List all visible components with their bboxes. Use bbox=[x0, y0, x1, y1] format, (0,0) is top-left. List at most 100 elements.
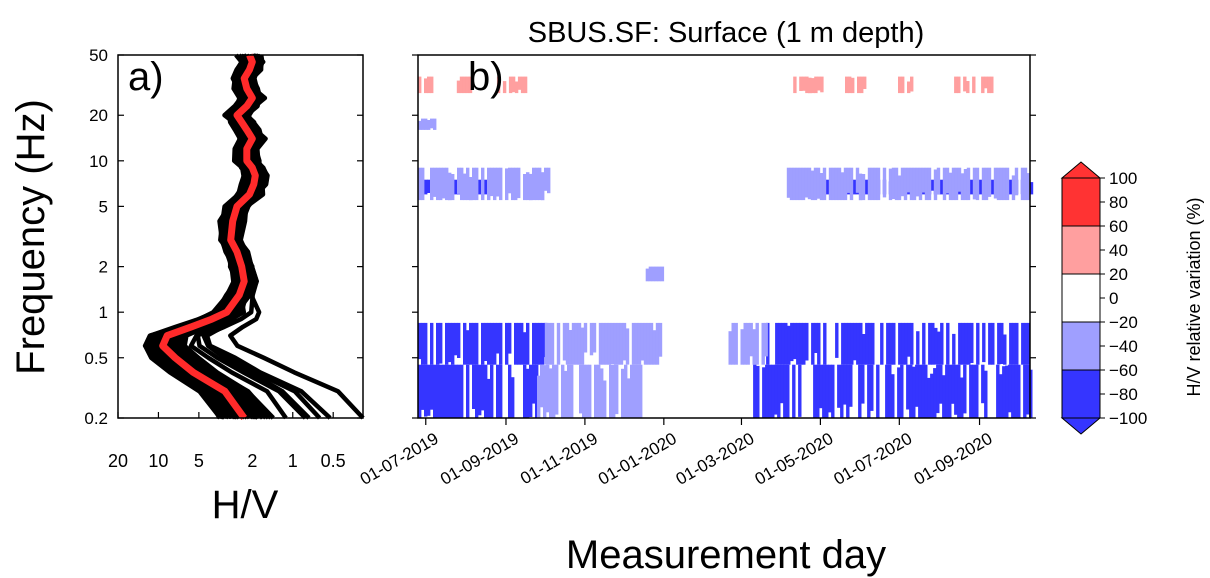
heatmap-cell bbox=[508, 322, 512, 354]
heatmap-cell bbox=[612, 364, 616, 418]
heatmap-cell bbox=[951, 167, 956, 201]
heatmap-cell bbox=[487, 167, 491, 201]
heatmap-cell bbox=[761, 322, 765, 365]
heatmap-cell bbox=[451, 174, 455, 201]
heatmap-cell bbox=[755, 322, 759, 365]
heatmap-cell bbox=[535, 322, 539, 365]
heatmap-cell bbox=[460, 364, 464, 418]
heatmap-cell bbox=[565, 322, 570, 365]
panel-b-x-axis-label: Measurement day bbox=[566, 533, 886, 577]
colorbar-tick-label: −40 bbox=[1109, 337, 1138, 356]
heatmap-cell bbox=[439, 364, 443, 418]
heatmap-cell bbox=[481, 364, 485, 411]
heatmap-cell bbox=[996, 364, 1000, 418]
heatmap-cell bbox=[609, 364, 613, 418]
heatmap-cell bbox=[793, 322, 797, 360]
heatmap-cell bbox=[860, 76, 864, 94]
heatmap-cell bbox=[901, 76, 905, 94]
heatmap-cell bbox=[848, 76, 852, 94]
heatmap-cell bbox=[810, 170, 815, 201]
heatmap-cell bbox=[975, 364, 979, 418]
heatmap-cell bbox=[792, 167, 797, 201]
heatmap-cell bbox=[857, 76, 861, 94]
heatmap-cell bbox=[651, 266, 656, 282]
heatmap-cell bbox=[784, 322, 788, 365]
heatmap-cell bbox=[898, 322, 902, 365]
heatmap-cell bbox=[945, 364, 949, 418]
heatmap-cell bbox=[752, 329, 756, 365]
heatmap-cell bbox=[728, 331, 732, 365]
heatmap-cell bbox=[600, 368, 604, 418]
heatmap-cell bbox=[645, 268, 650, 282]
y-tick-label: 10 bbox=[89, 152, 108, 171]
heatmap-cell bbox=[963, 364, 967, 414]
heatmap-cell bbox=[819, 173, 824, 201]
colorbar: 100 80 60 40 20 0 −20 −40 −60 −80 −100 H/V relativ… bbox=[1060, 161, 1204, 435]
heatmap-cell bbox=[540, 364, 544, 408]
heatmap-cell bbox=[897, 175, 902, 201]
heatmap-cell bbox=[813, 167, 818, 201]
heatmap-cell bbox=[592, 322, 597, 353]
heatmap-cell bbox=[845, 76, 849, 94]
heatmap-cell bbox=[562, 322, 567, 361]
heatmap-cell bbox=[652, 330, 657, 365]
heatmap-cell bbox=[931, 322, 935, 365]
heatmap-cell bbox=[484, 322, 488, 361]
x-tick-label: 01-09-2020 bbox=[911, 429, 996, 489]
heatmap-cell bbox=[511, 377, 515, 418]
heatmap-cell bbox=[792, 364, 796, 418]
heatmap-cell bbox=[798, 364, 802, 417]
heatmap-cell bbox=[466, 167, 470, 201]
heatmap-cell bbox=[649, 322, 654, 365]
heatmap-cell bbox=[616, 322, 621, 365]
heatmap-cell bbox=[891, 167, 896, 199]
heatmap-cell bbox=[762, 367, 766, 418]
heatmap-cell bbox=[436, 322, 440, 365]
heatmap-cell bbox=[466, 330, 470, 365]
heatmap-cell bbox=[418, 76, 422, 94]
heatmap-cell bbox=[805, 76, 809, 94]
colorbar-tick-label: −100 bbox=[1109, 409, 1147, 428]
heatmap-cell bbox=[930, 373, 934, 418]
heatmap-cell bbox=[740, 329, 744, 365]
heatmap-cell bbox=[756, 365, 760, 418]
heatmap-cell bbox=[834, 167, 839, 201]
heatmap-cell bbox=[439, 167, 443, 201]
heatmap-cell bbox=[802, 322, 806, 365]
heatmap-cell bbox=[418, 120, 422, 130]
heatmap-cell bbox=[856, 322, 860, 365]
heatmap-cell bbox=[433, 364, 437, 418]
colorbar-bin bbox=[1061, 369, 1101, 419]
heatmap-cell bbox=[457, 167, 461, 194]
colorbar-bins bbox=[1060, 161, 1102, 435]
heatmap-cell bbox=[840, 364, 844, 418]
heatmap-cell bbox=[746, 322, 750, 365]
heatmap-cell bbox=[831, 167, 836, 201]
heatmap-cell bbox=[901, 322, 905, 365]
heatmap-cell bbox=[561, 364, 565, 418]
y-tick-label: 5 bbox=[99, 197, 108, 216]
heatmap-cell bbox=[436, 167, 440, 201]
colorbar-tick-label: 0 bbox=[1109, 289, 1118, 308]
heatmap-cell bbox=[876, 364, 880, 418]
heatmap-cell bbox=[469, 322, 473, 365]
heatmap-cell bbox=[1023, 364, 1027, 418]
heatmap-cell bbox=[567, 364, 571, 418]
heatmap-cell bbox=[987, 167, 992, 197]
heatmap-cell bbox=[487, 378, 491, 418]
heatmap-cell bbox=[496, 364, 500, 418]
heatmap-cell bbox=[793, 76, 797, 94]
heatmap-cell bbox=[535, 167, 539, 201]
heatmap-cell bbox=[535, 364, 539, 418]
panel-a-y-ticks: 0.2 0.5 1 2 5 10 20 50 bbox=[84, 46, 363, 428]
heatmap-cell bbox=[904, 322, 908, 365]
heatmap-cell bbox=[427, 76, 431, 94]
heatmap-cell bbox=[459, 76, 464, 94]
heatmap-cell bbox=[990, 76, 994, 94]
heatmap-cell bbox=[990, 179, 995, 195]
heatmap-cell bbox=[607, 322, 612, 365]
heatmap-cell bbox=[505, 168, 509, 201]
heatmap-cell bbox=[445, 364, 449, 418]
heatmap-cell bbox=[868, 322, 872, 365]
heatmap-cell bbox=[910, 76, 914, 92]
